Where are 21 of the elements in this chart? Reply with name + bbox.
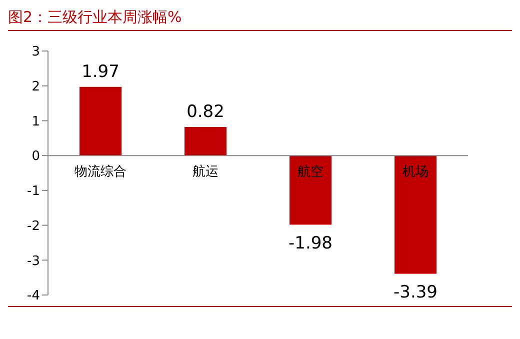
bar: [394, 156, 436, 274]
y-tick-label: -1: [27, 184, 40, 200]
data-label: 1.97: [82, 62, 120, 82]
bar: [290, 156, 332, 225]
data-label: -1.98: [288, 234, 332, 254]
y-tick-label: 1: [32, 114, 40, 130]
x-tick-label: 航运: [192, 164, 218, 180]
data-label: -3.39: [394, 282, 438, 303]
bar: [184, 126, 226, 156]
y-tick-label: 3: [32, 44, 40, 60]
chart-title: 图2：三级行业本周涨幅%: [8, 8, 512, 31]
bar: [80, 86, 122, 156]
y-tick-label: 0: [32, 149, 40, 164]
data-label: 0.82: [186, 102, 224, 122]
y-tick-label: -2: [27, 218, 40, 234]
y-tick-label: 2: [32, 79, 40, 94]
y-tick-label: -3: [27, 254, 40, 269]
y-tick-label: -4: [27, 288, 40, 304]
x-tick-label: 机场: [402, 164, 428, 180]
x-tick-label: 航空: [298, 164, 324, 180]
x-tick-label: 物流综合: [74, 164, 126, 180]
